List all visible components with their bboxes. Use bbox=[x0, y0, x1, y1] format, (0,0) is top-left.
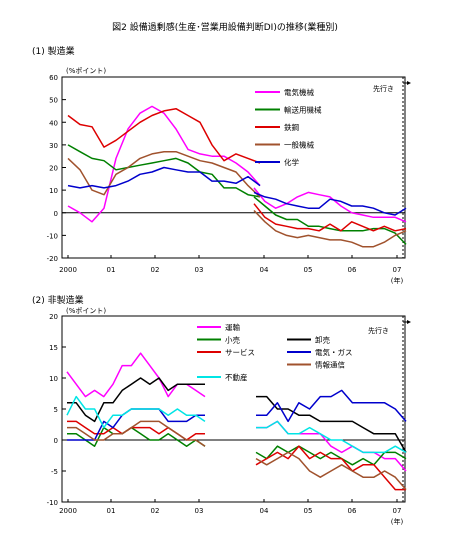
y-unit-label: (%ポイント) bbox=[66, 67, 106, 75]
series-line-1 bbox=[67, 420, 206, 447]
x-tick-label: 2000 bbox=[59, 507, 77, 515]
x-tick-label: 07 bbox=[393, 266, 402, 274]
series-line-2 bbox=[256, 389, 407, 423]
year-unit-label: (年) bbox=[391, 276, 404, 285]
x-tick-label: 03 bbox=[195, 507, 204, 515]
series-line-1 bbox=[67, 377, 205, 423]
legend-label: 電気・ガス bbox=[315, 347, 353, 357]
y-tick-label: 10 bbox=[49, 375, 58, 383]
series-line-1 bbox=[67, 150, 261, 198]
x-tick-label: 04 bbox=[260, 266, 269, 274]
year-unit-label: (年) bbox=[391, 517, 404, 526]
x-tick-label: 2000 bbox=[59, 266, 77, 274]
y-tick-label: -20 bbox=[47, 255, 58, 263]
y-tick-label: -10 bbox=[47, 499, 58, 507]
forecast-label: 先行き bbox=[373, 84, 394, 93]
x-tick-label: 03 bbox=[195, 266, 204, 274]
y-tick-label: 60 bbox=[49, 74, 58, 82]
legend-label: サービス bbox=[225, 348, 255, 357]
y-tick-label: 50 bbox=[49, 97, 58, 105]
series-line-2 bbox=[255, 451, 407, 491]
x-tick-label: 06 bbox=[348, 266, 357, 274]
legend-label: 不動産 bbox=[225, 372, 248, 382]
legend-label: 輸送用機械 bbox=[284, 105, 322, 115]
series-line-2 bbox=[253, 191, 407, 216]
series-line-1 bbox=[66, 352, 206, 398]
forecast-arrowhead bbox=[407, 320, 411, 324]
legend-label: 小売 bbox=[225, 335, 240, 345]
series-line-1 bbox=[67, 166, 261, 189]
series-line-2 bbox=[253, 209, 407, 248]
y-tick-label: -5 bbox=[51, 468, 58, 476]
x-tick-label: 07 bbox=[393, 507, 402, 515]
x-tick-label: 05 bbox=[304, 507, 313, 515]
legend-label: 情報通信 bbox=[315, 360, 345, 370]
series-line-1 bbox=[66, 395, 206, 429]
y-tick-label: 15 bbox=[49, 344, 58, 352]
y-tick-label: 20 bbox=[49, 165, 58, 173]
x-tick-label: 06 bbox=[348, 507, 357, 515]
series-line-2 bbox=[253, 187, 407, 223]
y-tick-label: -10 bbox=[47, 232, 58, 240]
series-line-1 bbox=[67, 426, 206, 447]
figure-title: 図2 設備過剰感(生産･営業用設備判断DI)の推移(業種別) bbox=[112, 23, 338, 33]
forecast-label: 先行き bbox=[368, 326, 389, 335]
x-tick-label: 02 bbox=[151, 507, 160, 515]
legend-label: 一般機械 bbox=[284, 140, 314, 150]
legend-label: 卸売 bbox=[315, 335, 330, 345]
series-line-2 bbox=[255, 445, 407, 466]
y-tick-label: 0 bbox=[54, 210, 58, 218]
y-tick-label: 20 bbox=[49, 313, 58, 321]
x-tick-label: 04 bbox=[260, 507, 269, 515]
x-tick-label: 01 bbox=[107, 266, 116, 274]
x-tick-label: 05 bbox=[304, 266, 313, 274]
section-title-non-manufacturing: (2) 非製造業 bbox=[32, 296, 84, 306]
series-line-2 bbox=[256, 420, 407, 454]
legend-label: 電気機械 bbox=[284, 87, 314, 97]
section-title-manufacturing: (1) 製造業 bbox=[32, 47, 75, 57]
series-line-1 bbox=[67, 107, 261, 164]
y-tick-label: 0 bbox=[54, 437, 58, 445]
legend-label: 化学 bbox=[284, 157, 299, 167]
series-line-2 bbox=[253, 203, 407, 232]
legend-label: 運輸 bbox=[225, 322, 240, 332]
y-tick-label: 40 bbox=[49, 119, 58, 127]
legend-label: 鉄鋼 bbox=[284, 122, 299, 132]
y-tick-label: 10 bbox=[49, 187, 58, 195]
forecast-arrowhead bbox=[407, 81, 411, 85]
y-unit-label: (%ポイント) bbox=[66, 307, 106, 315]
x-tick-label: 01 bbox=[107, 507, 116, 515]
y-tick-label: 5 bbox=[54, 406, 58, 414]
x-tick-label: 02 bbox=[151, 266, 160, 274]
series-line-1 bbox=[67, 144, 261, 198]
y-tick-label: 30 bbox=[49, 142, 58, 150]
